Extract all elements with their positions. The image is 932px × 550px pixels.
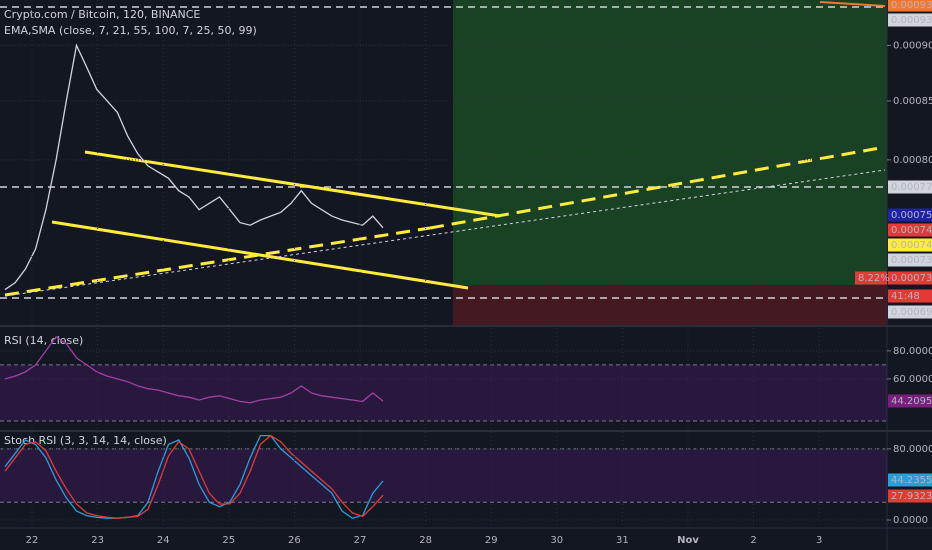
price-tag <box>888 253 932 267</box>
price-tag <box>888 394 932 408</box>
price-tag <box>888 13 932 27</box>
price-tag <box>888 489 932 503</box>
price-tag <box>888 289 932 303</box>
series-line <box>4 434 384 519</box>
y-tick-label: 60.0000 <box>893 374 932 385</box>
price-tag <box>888 238 932 252</box>
trend-line <box>51 220 469 290</box>
indicator-band <box>0 364 887 422</box>
indicator-band <box>0 448 887 503</box>
trend-line <box>84 150 501 218</box>
price-tag <box>888 305 932 319</box>
rsi-title: RSI (14, close) <box>4 334 83 347</box>
price-tag-label: 0.000935 <box>891 0 932 11</box>
price-tag <box>888 473 932 487</box>
trend-line <box>4 169 886 297</box>
x-tick-label: 30 <box>550 535 563 546</box>
x-tick-label: 27 <box>354 535 367 546</box>
x-tick-label: 3 <box>816 535 822 546</box>
stoch-title: Stoch RSI (3, 3, 14, 14, close) <box>4 434 167 447</box>
change-label: 8.22% <box>858 273 890 284</box>
price-tag-label: 44.2355 <box>891 475 932 486</box>
trend-line <box>819 1 886 7</box>
price-tag-label: 0.000691 <box>891 307 932 318</box>
x-tick-label: 25 <box>222 535 235 546</box>
trend-line <box>4 226 431 297</box>
price-tag-label: 0.000751 <box>891 210 932 221</box>
x-tick-label: 2 <box>750 535 756 546</box>
y-tick-label: 0.0000 <box>893 515 928 526</box>
x-tick-label: 28 <box>419 535 432 546</box>
change-tag <box>855 271 887 285</box>
x-tick-label: Nov <box>677 535 699 546</box>
series-line <box>4 335 384 404</box>
price-tag <box>888 0 932 12</box>
price-tag-label: 0.000775 <box>891 182 932 193</box>
price-tag-label: 41:48 <box>891 291 920 302</box>
price-tag-label: 0.000737 <box>891 273 932 284</box>
x-tick-label: 24 <box>157 535 170 546</box>
series-line <box>4 434 384 519</box>
price-tag-label: 0.000746 <box>891 225 932 236</box>
indicator-title: EMA,SMA (close, 7, 21, 55, 100, 7, 25, 5… <box>4 24 257 37</box>
target-zone <box>453 0 887 285</box>
price-tag <box>888 271 932 285</box>
y-tick-label: 80.0000 <box>893 346 932 357</box>
price-tag <box>888 208 932 222</box>
x-tick-label: 31 <box>616 535 629 546</box>
price-tag-label: 0.000738 <box>891 255 932 266</box>
x-tick-label: 29 <box>485 535 498 546</box>
y-tick-label: 80.0000 <box>893 444 932 455</box>
x-tick-label: 26 <box>288 535 301 546</box>
price-tag-label: 0.000934 <box>891 15 932 26</box>
price-tag <box>888 223 932 237</box>
symbol-title: Crypto.com / Bitcoin, 120, BINANCE <box>4 8 200 21</box>
x-tick-label: 23 <box>91 535 104 546</box>
series-line <box>4 43 384 291</box>
x-tick-label: 22 <box>26 535 39 546</box>
price-tag <box>888 180 932 194</box>
price-tag-label: 27.9323 <box>891 491 932 502</box>
trend-line <box>429 146 881 230</box>
price-tag-label: 44.2095 <box>891 396 932 407</box>
stop-zone <box>453 285 887 325</box>
